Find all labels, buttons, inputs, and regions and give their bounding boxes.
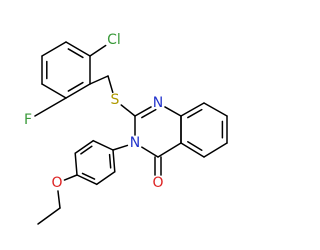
bond — [120, 104, 136, 117]
molecule-diagram: Cl F S N N O O — [24, 32, 228, 225]
bond — [67, 81, 84, 92]
bond — [57, 190, 61, 209]
bond — [187, 108, 203, 119]
atom-label: S — [111, 92, 120, 108]
bond — [108, 153, 112, 169]
bond — [107, 75, 114, 94]
bond — [41, 83, 67, 99]
bond — [92, 139, 114, 151]
bond — [180, 102, 205, 117]
bond — [180, 142, 205, 158]
atom-label: O — [152, 175, 163, 191]
bond — [65, 41, 91, 57]
bond — [67, 48, 84, 59]
bond — [89, 75, 109, 85]
bond — [187, 140, 203, 152]
bond — [37, 207, 61, 225]
bond — [141, 146, 159, 158]
atom-label: F — [24, 112, 32, 128]
atom-label: O — [51, 175, 62, 191]
bond — [141, 108, 157, 119]
bond — [65, 83, 91, 99]
bond — [96, 171, 116, 186]
bond — [112, 144, 129, 151]
atom-label: N — [153, 95, 163, 111]
bond — [81, 172, 96, 180]
bond — [76, 174, 98, 186]
bond — [157, 142, 182, 158]
bond — [41, 41, 67, 57]
bond — [134, 106, 152, 117]
atom-labels: Cl F S N N O O — [24, 32, 164, 191]
atom-label: N — [130, 135, 140, 151]
bond — [34, 97, 67, 117]
bond — [63, 174, 78, 181]
bond — [203, 102, 228, 117]
atom-label: Cl — [107, 32, 121, 48]
bond — [112, 149, 116, 173]
bond — [164, 106, 182, 117]
bond — [74, 152, 78, 176]
bond — [74, 139, 94, 154]
bond — [89, 44, 107, 57]
bonds — [34, 41, 228, 225]
bond — [80, 145, 93, 155]
bond — [203, 142, 228, 158]
